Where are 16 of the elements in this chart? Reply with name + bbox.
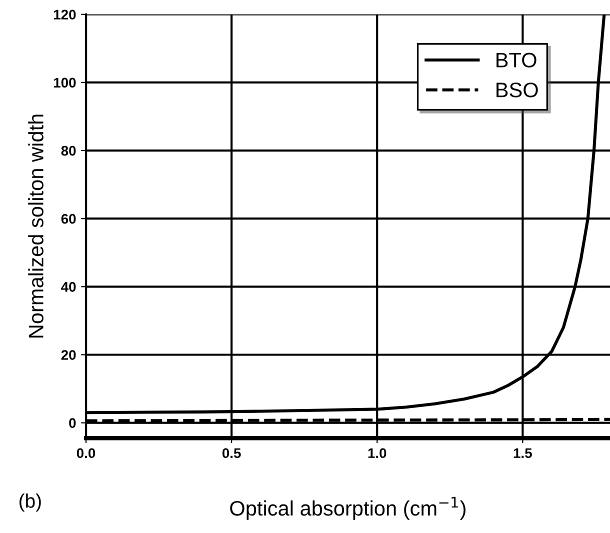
y-tick-label: 120 (54, 10, 76, 20)
y-tick-label: 40 (61, 282, 76, 292)
x-tick-label: 0.0 (76, 448, 96, 458)
text: (b) (20, 494, 41, 512)
y-tick-label: 80 (61, 146, 76, 156)
y-tick-label: 100 (54, 78, 76, 88)
y-axis-title: Normalized soliton width (28, 114, 44, 338)
y-tick-label: 0 (69, 418, 76, 428)
y-tick-label: 60 (61, 214, 76, 224)
legend-label: BSO (496, 82, 538, 98)
legend-label: BTO (496, 52, 536, 68)
x-axis-title: Optical absorption (cm$^{−1}$) (230, 496, 466, 520)
x-tick-label: 0.5 (222, 448, 241, 458)
y-tick-label: 20 (61, 350, 76, 360)
x-tick-label: 1.5 (514, 448, 532, 458)
x-tick-label: 1.0 (368, 448, 386, 458)
